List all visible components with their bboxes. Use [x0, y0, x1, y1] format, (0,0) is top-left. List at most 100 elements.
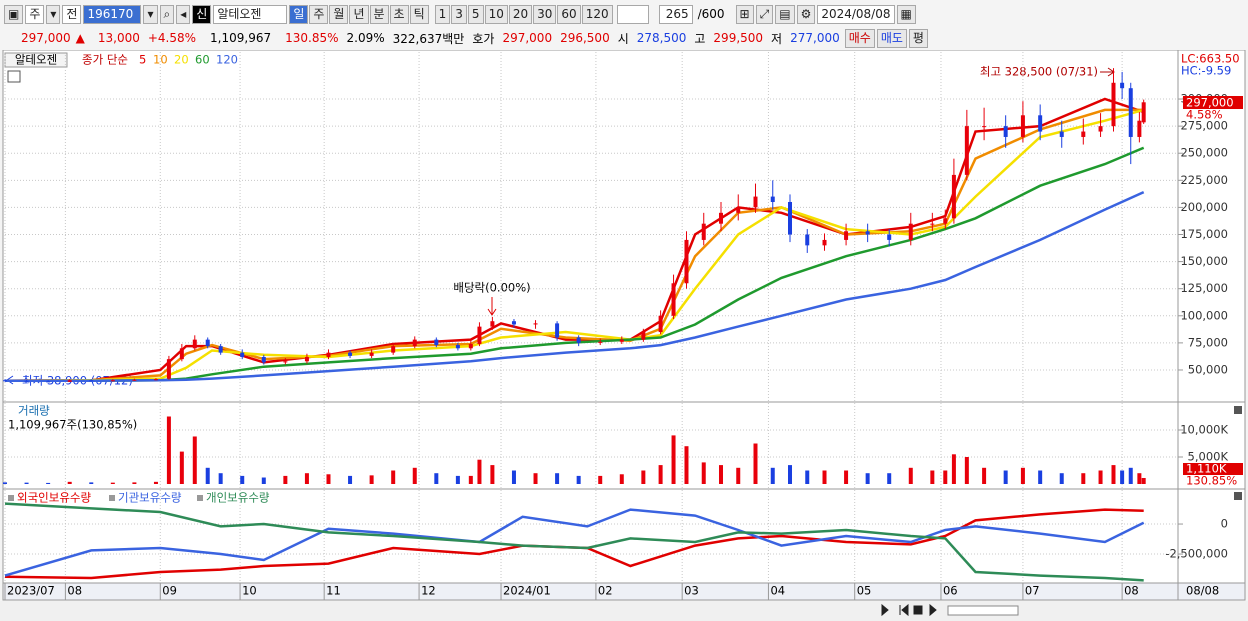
volume-bar — [1137, 473, 1142, 484]
arrow: ▲ — [75, 31, 85, 45]
volume-bar — [89, 482, 94, 484]
candle-body — [533, 323, 538, 325]
search[interactable]: ⌕ — [159, 4, 175, 24]
volume-bar — [67, 481, 72, 484]
interval-button[interactable]: 3 — [451, 4, 467, 24]
volume-bar — [477, 459, 482, 484]
candle-body — [1141, 102, 1146, 123]
period-button[interactable]: 초 — [389, 4, 409, 24]
interval-button[interactable]: 120 — [581, 4, 613, 24]
period-button[interactable]: 주 — [309, 4, 329, 24]
open: 278,500 — [636, 31, 687, 45]
volume-bar — [822, 470, 827, 484]
stock-type[interactable]: 주 — [25, 4, 45, 24]
candle-body — [930, 223, 935, 225]
period-button[interactable]: 월 — [329, 4, 349, 24]
candle-body — [1120, 82, 1125, 89]
low: 277,000 — [790, 31, 840, 45]
candle-body — [67, 380, 72, 382]
buy[interactable]: 매수 — [844, 28, 875, 48]
volume-bar — [192, 436, 197, 484]
interval-button[interactable]: 60 — [557, 4, 581, 24]
candle-body — [1098, 126, 1103, 132]
low-label: 저 — [771, 31, 783, 46]
volume-bar — [490, 465, 495, 484]
volume-bar — [1003, 470, 1008, 484]
candle-body — [1128, 88, 1133, 137]
scroll-controls[interactable] — [881, 603, 937, 617]
tool[interactable]: ⚙ — [796, 4, 816, 24]
candle-body — [304, 356, 309, 362]
volume-subtitle: 1,109,967주(130,85%) — [8, 418, 137, 432]
legend-entry: 외국인보유수량 — [17, 491, 91, 505]
tool[interactable]: ⊞ — [735, 4, 754, 24]
period-button[interactable]: 분 — [369, 4, 389, 24]
dropdown[interactable]: ▾ — [143, 4, 158, 24]
y-tick-label: 0 — [1221, 517, 1228, 531]
code-input[interactable]: 196170 — [83, 4, 142, 24]
volume-bar — [3, 482, 7, 484]
market[interactable]: 전 — [62, 4, 82, 24]
sell[interactable]: 매도 — [876, 28, 907, 48]
interval-button[interactable]: 30 — [533, 4, 557, 24]
candle-body — [598, 341, 603, 343]
x-end-label: 08/08 — [1186, 584, 1219, 598]
date[interactable]: 2024/08/08 — [817, 4, 895, 24]
last-rate-label: 4.58% — [1186, 108, 1223, 122]
candle-body — [1059, 131, 1064, 137]
period-button[interactable]: 년 — [349, 4, 369, 24]
close-icon[interactable] — [1234, 492, 1242, 500]
volume-rate: 130.85% — [285, 31, 339, 45]
avg[interactable]: 평 — [908, 28, 928, 48]
volume-bar — [1038, 470, 1043, 484]
menu-icon[interactable]: ▣ — [4, 4, 24, 24]
tool[interactable]: ⤢ — [755, 4, 774, 24]
tool[interactable]: ▤ — [775, 4, 795, 24]
volume-bar — [887, 473, 892, 484]
dropdown[interactable]: ▾ — [46, 4, 61, 24]
intervals: 1 3 5 10 20 30 60 120 — [434, 4, 613, 24]
period-button[interactable]: 틱 — [409, 4, 429, 24]
volume-bar — [1098, 470, 1103, 484]
table-icon[interactable] — [7, 70, 21, 83]
last-volume-box — [1183, 463, 1243, 475]
candle-body — [283, 361, 288, 363]
candle-body — [348, 352, 353, 356]
volume-bar — [46, 482, 51, 484]
interval-button[interactable]: 10 — [484, 4, 508, 24]
zoom-slider[interactable] — [947, 605, 1019, 616]
close-icon[interactable] — [1234, 406, 1242, 414]
legend-entry: 개인보유수량 — [206, 491, 270, 505]
candle-body — [261, 356, 266, 363]
interval-button[interactable]: 20 — [508, 4, 533, 24]
candle-body — [1111, 82, 1116, 127]
interval-button[interactable]: 1 — [434, 4, 451, 24]
blank — [616, 4, 649, 24]
candle-body — [805, 234, 810, 246]
volume-bar — [283, 475, 288, 484]
volume-bar — [930, 470, 935, 484]
count[interactable]: 265 — [658, 4, 693, 24]
legend-entry: 10 — [153, 53, 168, 67]
period-button[interactable]: 일 — [289, 4, 309, 24]
volume-bar — [218, 473, 223, 484]
x-tick-label: 04 — [770, 584, 785, 598]
holding-line — [4, 508, 1144, 580]
volume-bar — [788, 465, 793, 484]
stock-name: 알테오젠 — [213, 4, 288, 24]
candle-body — [434, 339, 439, 346]
volume-bar — [865, 473, 870, 484]
candle-body — [412, 339, 417, 347]
y-tick-label: 175,000 — [1180, 227, 1228, 241]
interval-button[interactable]: 5 — [467, 4, 484, 24]
candle-body — [753, 196, 758, 208]
volume-bar — [153, 481, 158, 484]
title-box — [4, 52, 68, 68]
sound[interactable]: ◂ — [176, 4, 191, 24]
legend-swatch — [109, 495, 115, 501]
calendar[interactable]: ▦ — [896, 4, 916, 24]
y-tick-label: 150,000 — [1180, 254, 1228, 268]
candle-body — [1003, 126, 1008, 137]
